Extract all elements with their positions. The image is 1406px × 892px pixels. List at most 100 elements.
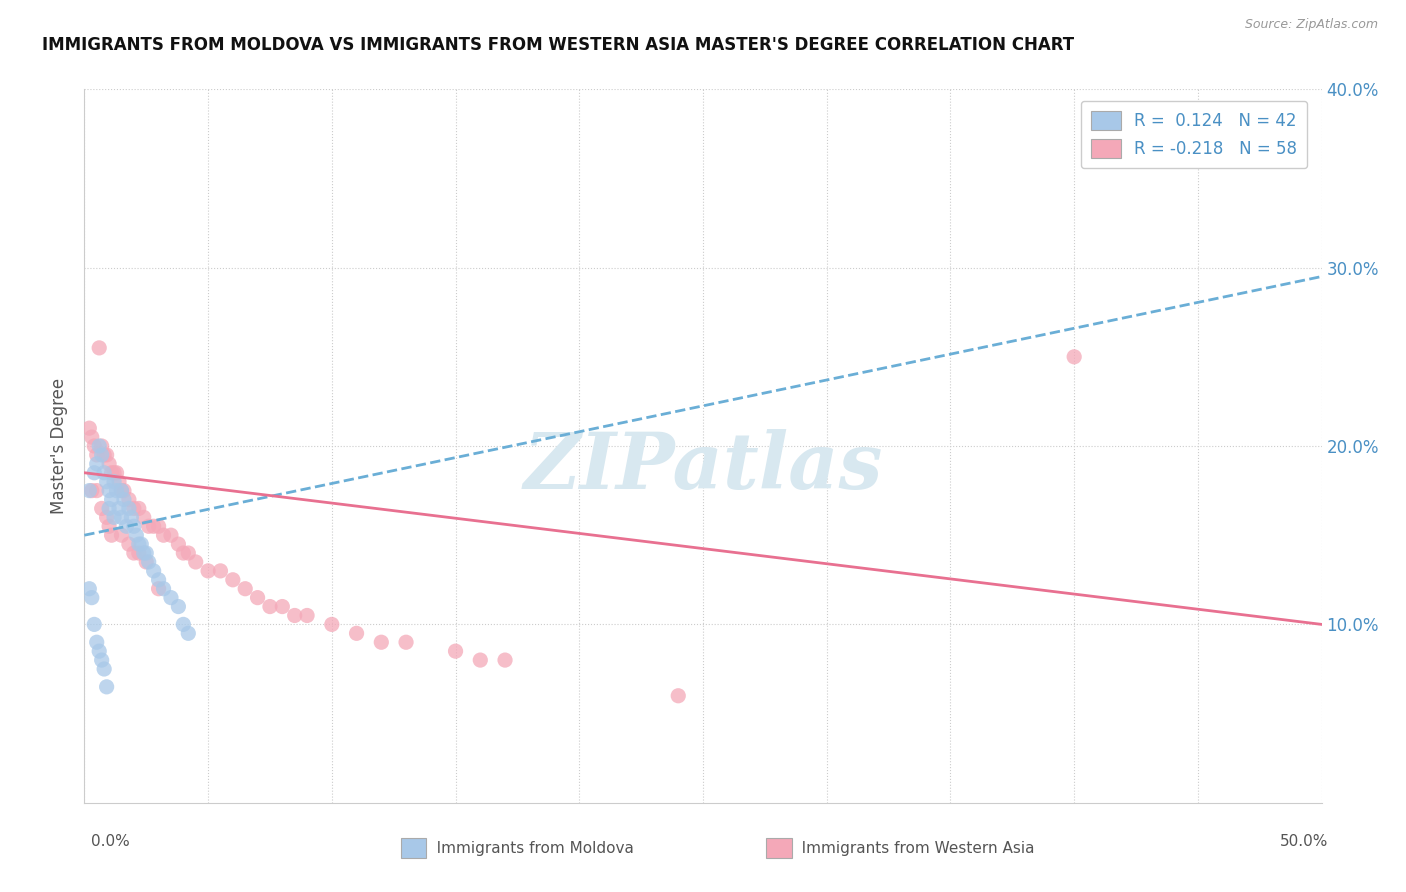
Point: [470, 653, 492, 667]
Point: [112, 492, 135, 507]
Point: [110, 510, 132, 524]
Point: [108, 475, 131, 489]
Point: [666, 689, 689, 703]
Point: [83, 439, 105, 453]
Point: [110, 483, 132, 498]
Point: [148, 519, 170, 533]
Text: Immigrants from Moldova: Immigrants from Moldova: [422, 841, 634, 856]
Point: [120, 510, 142, 524]
Point: [105, 466, 128, 480]
Point: [184, 555, 207, 569]
Point: [172, 546, 194, 560]
Point: [1063, 350, 1085, 364]
Point: [90, 448, 112, 462]
Point: [148, 582, 170, 596]
Point: [222, 573, 245, 587]
Point: [395, 635, 418, 649]
Point: [108, 501, 131, 516]
Point: [160, 528, 183, 542]
Point: [96, 680, 118, 694]
Point: [167, 537, 190, 551]
Point: [80, 430, 103, 444]
FancyBboxPatch shape: [401, 838, 426, 858]
Point: [132, 510, 155, 524]
Point: [122, 519, 145, 533]
Point: [90, 439, 112, 453]
Point: [118, 501, 141, 516]
Point: [103, 475, 125, 489]
Point: [128, 537, 150, 551]
Point: [246, 591, 269, 605]
Point: [98, 483, 121, 498]
Point: [105, 483, 128, 498]
Point: [209, 564, 232, 578]
Point: [98, 457, 121, 471]
Point: [79, 421, 101, 435]
Point: [129, 537, 152, 551]
Point: [138, 519, 160, 533]
Point: [79, 483, 101, 498]
Point: [100, 528, 122, 542]
Point: [152, 528, 174, 542]
Point: [80, 483, 103, 498]
Point: [89, 644, 111, 658]
Point: [96, 475, 118, 489]
Point: [115, 519, 138, 533]
Point: [103, 510, 125, 524]
Point: [93, 466, 115, 480]
Point: [321, 617, 343, 632]
Point: [142, 564, 165, 578]
Point: [79, 582, 101, 596]
Point: [122, 546, 145, 560]
Point: [89, 439, 111, 453]
Point: [93, 662, 115, 676]
Point: [112, 483, 135, 498]
Point: [96, 448, 118, 462]
Point: [89, 341, 111, 355]
Point: [125, 528, 148, 542]
Point: [370, 635, 392, 649]
Text: 50.0%: 50.0%: [1281, 834, 1329, 849]
FancyBboxPatch shape: [766, 838, 792, 858]
Point: [167, 599, 190, 614]
Point: [284, 608, 307, 623]
Point: [96, 510, 118, 524]
Point: [233, 582, 256, 596]
Point: [122, 501, 145, 516]
Point: [177, 626, 200, 640]
Point: [98, 519, 121, 533]
Text: 0.0%: 0.0%: [91, 834, 131, 849]
Point: [138, 555, 160, 569]
Text: Immigrants from Western Asia: Immigrants from Western Asia: [787, 841, 1035, 856]
Point: [494, 653, 516, 667]
Text: Source: ZipAtlas.com: Source: ZipAtlas.com: [1244, 18, 1378, 31]
Point: [160, 591, 183, 605]
Point: [152, 582, 174, 596]
Point: [118, 492, 141, 507]
Point: [86, 483, 108, 498]
Point: [177, 546, 200, 560]
Point: [259, 599, 281, 614]
Point: [86, 635, 108, 649]
Point: [103, 466, 125, 480]
Point: [110, 483, 132, 498]
Point: [86, 457, 108, 471]
Point: [98, 501, 121, 516]
Legend: R =  0.124   N = 42, R = -0.218   N = 58: R = 0.124 N = 42, R = -0.218 N = 58: [1081, 101, 1308, 168]
Point: [93, 448, 115, 462]
Point: [444, 644, 467, 658]
Point: [90, 501, 112, 516]
Point: [90, 653, 112, 667]
Point: [83, 617, 105, 632]
Point: [83, 466, 105, 480]
Point: [128, 501, 150, 516]
Point: [128, 546, 150, 560]
Point: [118, 537, 141, 551]
Point: [132, 546, 155, 560]
Point: [110, 528, 132, 542]
Point: [142, 519, 165, 533]
Y-axis label: Master's Degree: Master's Degree: [51, 378, 69, 514]
Point: [80, 591, 103, 605]
Point: [100, 492, 122, 507]
Point: [135, 546, 157, 560]
